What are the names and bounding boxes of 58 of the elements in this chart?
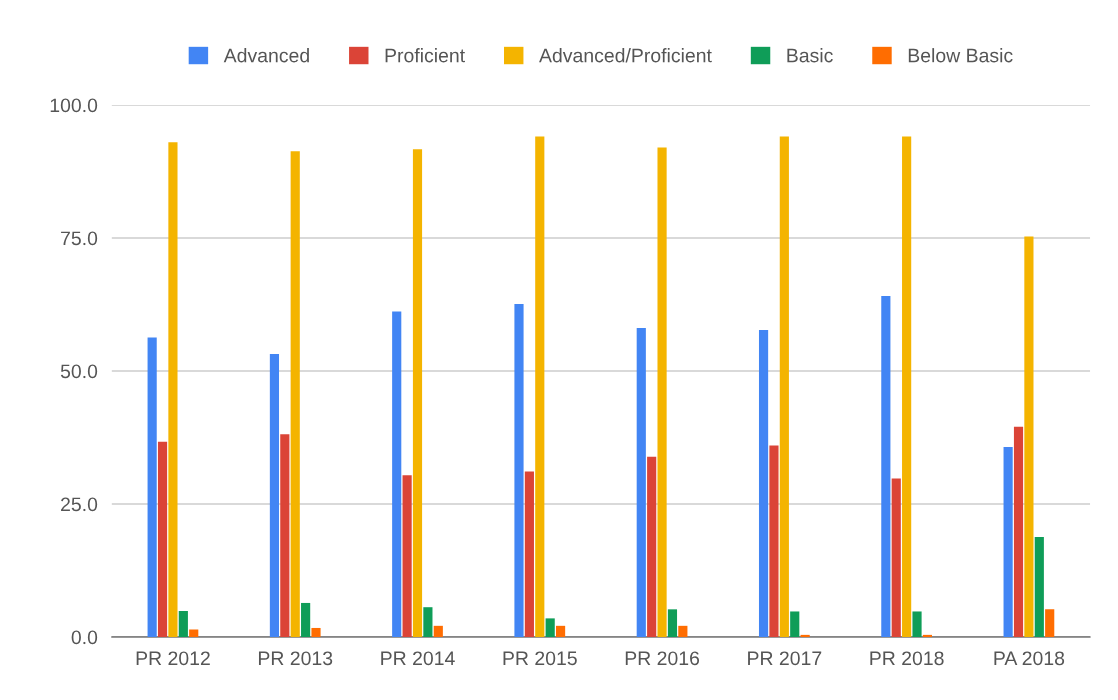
bar [189,629,199,637]
x-tick-label: PR 2013 [258,651,333,666]
bar [779,136,789,637]
x-tick-label: PR 2012 [136,651,210,666]
x-tick-label: PR 2014 [381,651,455,666]
bar [678,625,688,637]
bar [301,602,311,637]
bar [758,330,769,637]
bar [412,149,423,637]
y-tick-label: 0.0 [71,630,98,645]
bar [769,445,779,637]
bar [157,441,168,637]
bar [545,618,555,637]
bar [1045,609,1055,637]
bar [881,295,891,637]
x-tick-label: PA 2018 [994,651,1065,666]
x-tick-label: PR 2018 [870,651,944,666]
bar [1034,536,1044,637]
bar [514,303,524,637]
legend-label: Advanced/Proficient [539,48,712,63]
bar [524,471,534,637]
legend-label: Below Basic [908,48,1013,63]
legend-label: Proficient [385,48,465,63]
legend-label: Advanced [223,48,309,63]
bar [657,147,667,637]
bar [667,609,678,637]
y-tick-label: 50.0 [60,364,98,379]
bar [433,625,443,637]
legend-label: Basic [787,48,833,63]
bar [790,611,800,637]
bar [636,327,646,637]
bar [178,610,188,637]
bar [1013,426,1024,637]
x-tick-label: PR 2016 [625,651,700,666]
bar [902,136,912,637]
bar [1003,447,1013,637]
x-tick-label: PR 2015 [503,651,577,666]
bar [535,136,545,637]
y-tick-label: 25.0 [61,497,98,512]
x-tick-label: PR 2017 [748,651,822,666]
bar [647,456,657,637]
bar [891,478,901,637]
bar [280,434,290,637]
bar [912,611,922,637]
bar [1024,236,1034,637]
bar [168,142,178,637]
bar [311,627,321,637]
bar [555,625,566,637]
bar [269,353,280,637]
bar [423,607,433,637]
bar [147,337,157,637]
bar [922,634,932,637]
y-tick-label: 75.0 [61,231,98,246]
bar [290,151,300,637]
bar [392,311,402,637]
y-tick-label: 100.0 [50,98,98,113]
bar [800,634,810,637]
bar [402,475,412,637]
